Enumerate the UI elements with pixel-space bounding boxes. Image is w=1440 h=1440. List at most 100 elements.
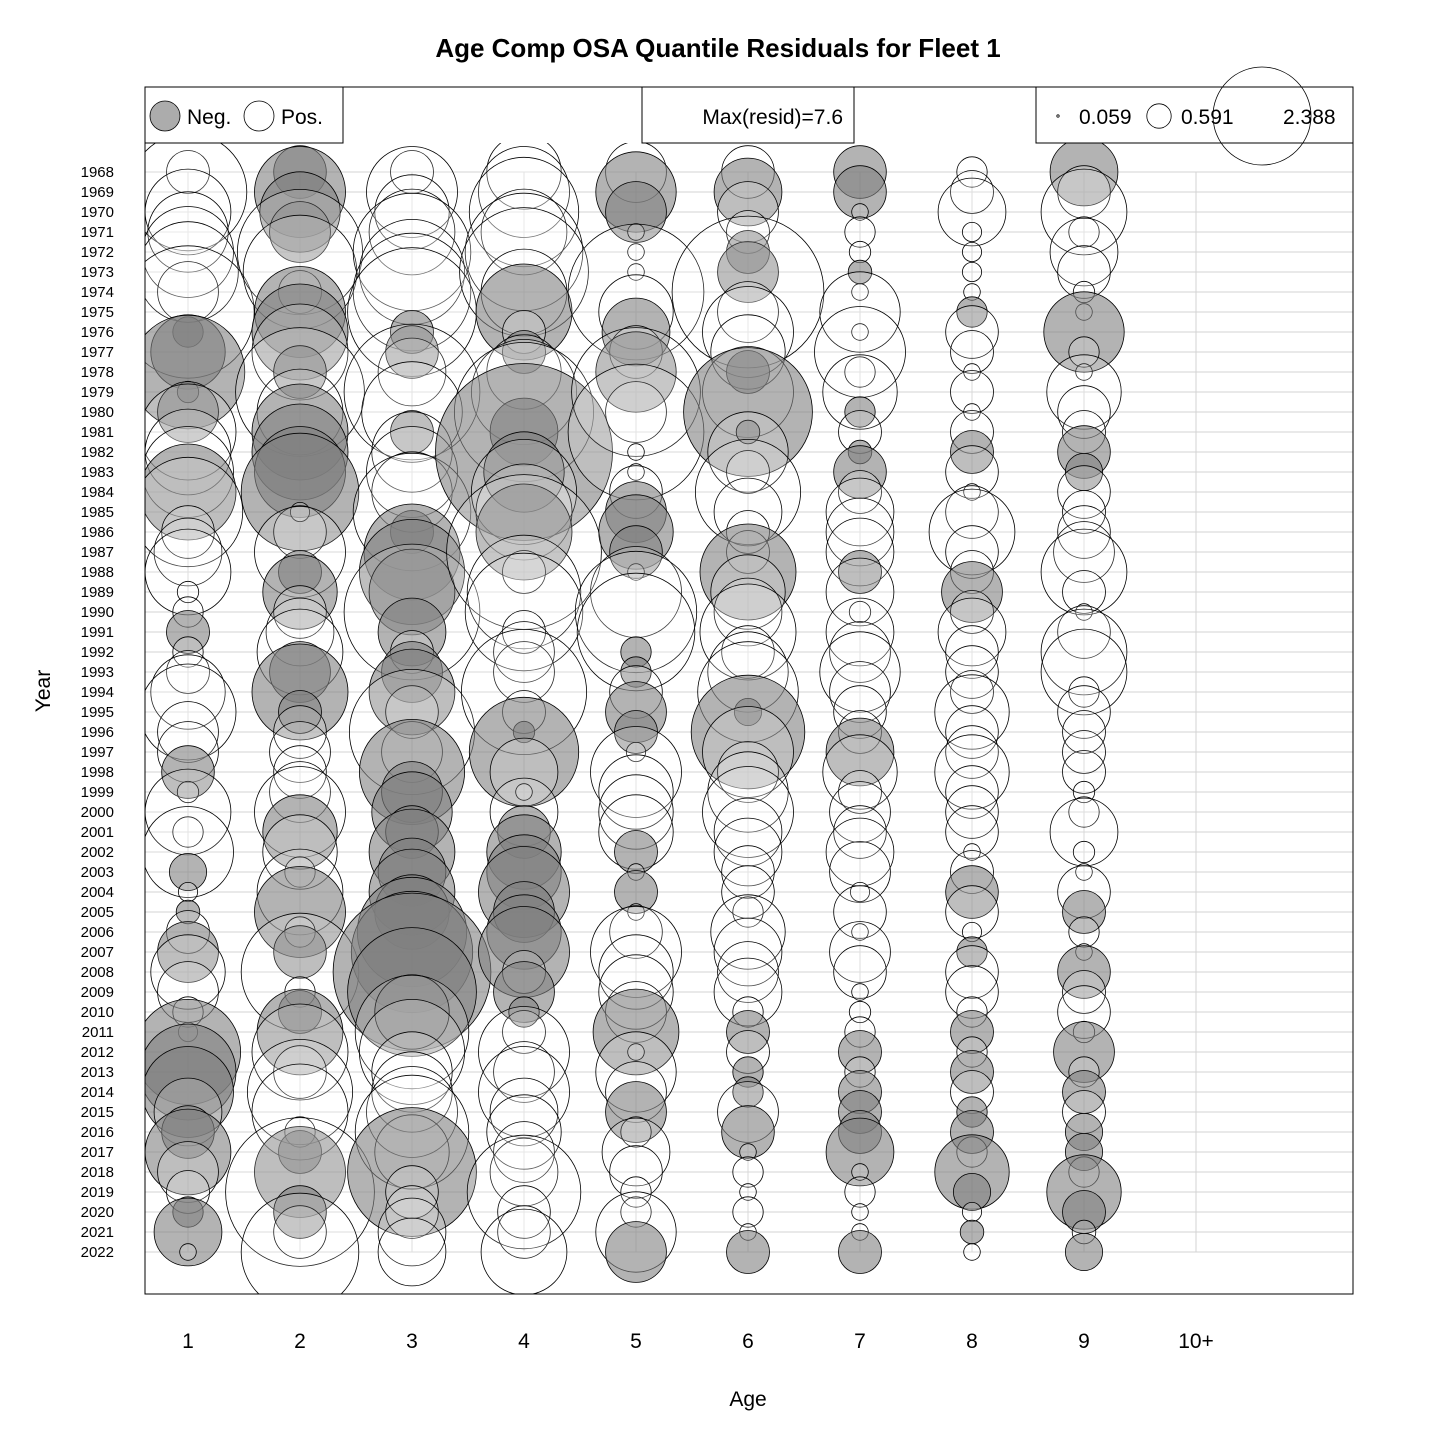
bubble-age6-year2016 — [721, 1105, 775, 1159]
bubble-age8-year1982 — [950, 430, 994, 474]
bubble-age9-year1970 — [1040, 168, 1128, 256]
bubble-age7-year1976 — [851, 323, 869, 341]
bubble-age7-year1971 — [844, 216, 876, 248]
bubble-age4-year1992 — [493, 621, 555, 683]
bubble-age5-year1997 — [626, 742, 647, 763]
bubble-age5-year2015 — [605, 1081, 667, 1143]
bubble-age7-year2006 — [851, 923, 869, 941]
bubble-age7-year2000 — [829, 781, 891, 843]
bubble-age7-year2018 — [851, 1163, 869, 1181]
x-tick-label: 4 — [518, 1330, 530, 1353]
bubble-age2-year1985 — [289, 501, 310, 522]
bubble-age6-year1998 — [717, 741, 779, 803]
bubble-age9-year1971 — [1068, 216, 1100, 248]
bubble-age8-year1999 — [945, 765, 999, 819]
y-tick-label: 1991 — [81, 624, 114, 641]
y-tick-label: 1976 — [81, 324, 114, 341]
bubble-age3-year2022 — [377, 1217, 447, 1287]
bubble-age4-year2021 — [497, 1205, 551, 1259]
bubble-age9-year1968 — [1049, 143, 1119, 207]
bubble-age8-year1969 — [950, 170, 994, 214]
y-tick-label: 2000 — [81, 804, 114, 821]
bubble-age8-year2020 — [962, 1202, 983, 1223]
bubble-age9-year1986 — [1057, 505, 1111, 559]
bubble-age9-year1976 — [1043, 291, 1125, 373]
bubble-age6-year2002 — [713, 817, 783, 887]
bubble-age5-year1978 — [595, 331, 677, 413]
bubble-age7-year1989 — [825, 557, 895, 627]
y-tick-label: 2010 — [81, 1004, 114, 1021]
bubble-age7-year1992 — [829, 621, 891, 683]
y-tick-label: 2017 — [81, 1144, 114, 1161]
y-tick-label: 2020 — [81, 1204, 114, 1221]
bubble-age8-year2008 — [945, 945, 999, 999]
bubble-age8-year1971 — [962, 221, 983, 242]
bubbles-layer — [145, 143, 1128, 1294]
bubble-age6-year1981 — [735, 419, 761, 445]
y-tick-label: 1968 — [81, 164, 114, 181]
x-tick-label: 3 — [406, 1330, 418, 1353]
y-tick-label: 1999 — [81, 784, 114, 801]
bubble-age2-year1996 — [273, 705, 327, 759]
bubble-age9-year1990 — [1075, 603, 1093, 621]
y-tick-label: 1985 — [81, 504, 114, 521]
y-tick-label: 1974 — [81, 284, 114, 301]
bubble-age9-year1992 — [1040, 608, 1128, 696]
bubble-age5-year2004 — [614, 870, 658, 914]
bubble-age5-year1973 — [627, 263, 645, 281]
y-tick-label: 2022 — [81, 1244, 114, 1261]
bubble-age3-year1978 — [377, 337, 447, 407]
bubble-age1-year1985 — [145, 456, 244, 568]
x-tick-label: 9 — [1078, 1330, 1090, 1353]
bubble-age1-year1971 — [147, 191, 229, 273]
bubble-age3-year2010 — [374, 974, 450, 1050]
bubble-age7-year1997 — [825, 717, 895, 787]
bubble-age3-year1969 — [366, 146, 458, 238]
bubble-age8-year2021 — [959, 1219, 985, 1245]
bubble-age7-year1998 — [822, 734, 898, 810]
y-tick-label: 1981 — [81, 424, 114, 441]
bubble-age1-year1991 — [166, 610, 210, 654]
bubble-age1-year1998 — [161, 745, 215, 799]
bubble-age2-year1995 — [278, 690, 322, 734]
bubble-age6-year2000 — [702, 766, 794, 858]
legend-size-circle-small — [1056, 114, 1060, 118]
y-tick-label: 1992 — [81, 644, 114, 661]
bubble-age1-year1994 — [150, 654, 226, 730]
bubble-age8-year2004 — [945, 865, 999, 919]
y-tick-label: 1975 — [81, 304, 114, 321]
bubble-age4-year1991 — [502, 610, 546, 654]
legend-size-circle-large — [1212, 66, 1312, 166]
bubble-age8-year2000 — [945, 785, 999, 839]
y-tick-label: 2015 — [81, 1104, 114, 1121]
bubble-age9-year1991 — [1057, 605, 1111, 659]
y-tick-label: 1982 — [81, 444, 114, 461]
legend-size: 0.059 0.591 2.388 — [1035, 66, 1354, 166]
bubble-age4-year2020 — [497, 1185, 551, 1239]
bubble-age5-year2006 — [609, 905, 663, 959]
bubble-age8-year1996 — [945, 705, 999, 759]
legend-neg-label: Neg. — [187, 106, 231, 129]
bubble-age2-year2012 — [251, 1003, 349, 1101]
bubble-age7-year2009 — [851, 983, 869, 1001]
x-tick-label: 8 — [966, 1330, 978, 1353]
bubble-age4-year1999 — [515, 783, 533, 801]
y-tick-label: 1986 — [81, 524, 114, 541]
y-tick-label: 1979 — [81, 384, 114, 401]
bubble-age6-year2006 — [710, 894, 786, 970]
bubble-age5-year2017 — [601, 1117, 671, 1187]
y-tick-label: 2007 — [81, 944, 114, 961]
bubble-age4-year2022 — [480, 1208, 568, 1294]
bubble-age7-year1979 — [822, 354, 898, 430]
bubble-age5-year1980 — [605, 381, 667, 443]
bubble-age7-year1969 — [833, 165, 887, 219]
y-tick-label: 2005 — [81, 904, 114, 921]
bubble-age7-year2019 — [844, 1176, 876, 1208]
bubble-age2-year1971 — [269, 201, 331, 263]
bubble-age1-year2004 — [177, 882, 198, 903]
bubble-age5-year2012 — [627, 1043, 645, 1061]
bubble-age5-year1971 — [627, 223, 645, 241]
bubble-age6-year2003 — [721, 845, 775, 899]
x-axis: 1 2 3 4 5 6 7 8 9 10+ — [182, 1330, 1214, 1353]
bubble-age1-year2022 — [179, 1243, 197, 1261]
